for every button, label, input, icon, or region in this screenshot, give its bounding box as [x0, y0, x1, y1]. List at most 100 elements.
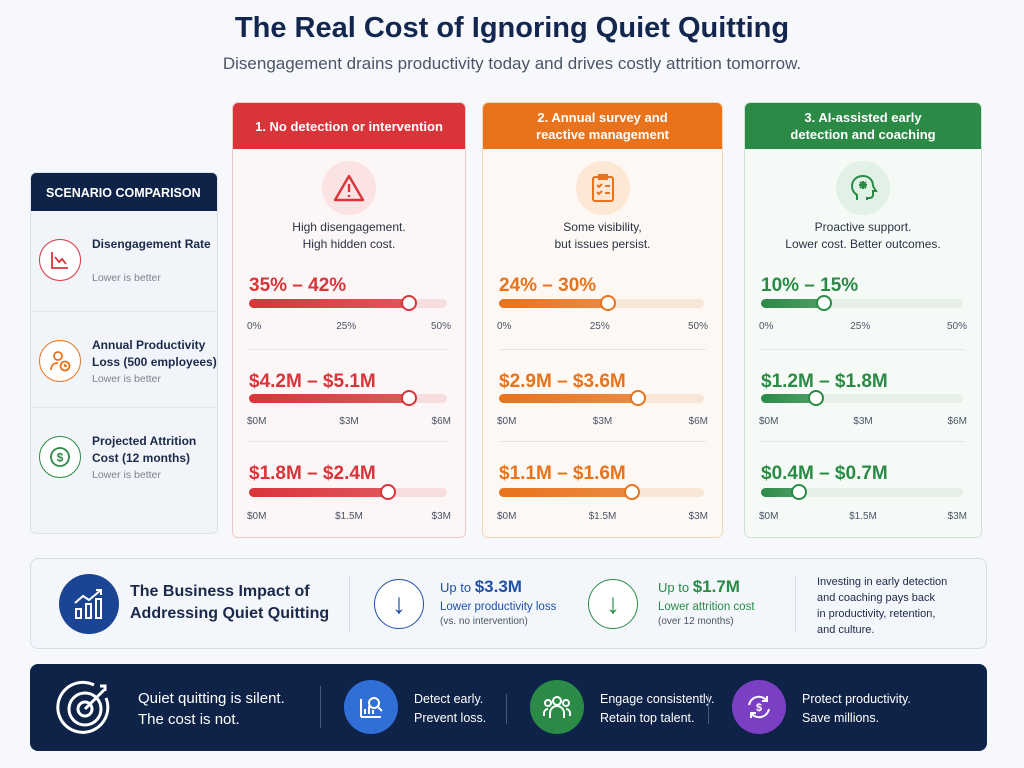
key-message-banner: Quiet quitting is silent. The cost is no…	[30, 664, 987, 751]
metric-range: 35% – 42%	[249, 275, 347, 296]
metric-note: Lower is better	[92, 469, 161, 481]
divider	[761, 349, 965, 350]
business-impact-panel: The Business Impact of Addressing Quiet …	[30, 558, 987, 649]
tick-label: $3M	[592, 416, 613, 427]
tick-label: 0%	[759, 321, 774, 332]
tick-label: $6M	[947, 416, 967, 427]
person-clock-icon	[39, 340, 81, 382]
range-bar-fill	[761, 488, 800, 497]
tick-label: $0M	[497, 416, 517, 427]
scenario-column: 3. AI-assisted early detection and coach…	[744, 102, 982, 538]
tick-label: $3M	[431, 511, 451, 522]
summary-line: in productivity, retention,	[817, 608, 936, 620]
axis-ticks: $0M $1.5M $3M	[759, 511, 967, 522]
metric-range: 10% – 15%	[761, 275, 859, 296]
dollar-cycle-icon: $	[732, 680, 786, 734]
impact-title-line2: Addressing Quiet Quitting	[130, 605, 330, 622]
metric-range: $1.8M – $2.4M	[249, 463, 376, 484]
scenario-description: Proactive support. Lower cost. Better out…	[745, 219, 981, 253]
range-bar	[249, 390, 447, 406]
tick-label: $0M	[247, 416, 267, 427]
panel-heading: SCENARIO COMPARISON	[31, 173, 217, 211]
axis-ticks: $0M $3M $6M	[759, 416, 967, 427]
range-bar-handle	[379, 484, 396, 500]
axis-ticks: 0% 25% 50%	[497, 321, 708, 332]
dollar-circle-icon: $	[39, 436, 81, 478]
stat2-prefix: Up to	[658, 580, 693, 595]
range-bar	[249, 484, 447, 500]
range-bar	[499, 295, 704, 311]
lead-line1: Quiet quitting is silent.	[138, 690, 285, 707]
range-bar-fill	[761, 299, 824, 308]
range-bar-handle	[815, 295, 832, 311]
divider	[499, 441, 706, 442]
description-line: Proactive support.	[814, 220, 912, 234]
tick-label: 0%	[247, 321, 262, 332]
tick-label: $3M	[688, 511, 708, 522]
summary-line: Investing in early detection	[817, 576, 948, 588]
tick-label: 25%	[850, 321, 871, 332]
axis-ticks: $0M $1.5M $3M	[497, 511, 708, 522]
range-bar-fill	[249, 488, 388, 497]
tick-label: 50%	[946, 321, 967, 332]
summary-line: and culture.	[817, 624, 875, 636]
stat1-prefix: Up to	[440, 580, 475, 595]
trend-down-chart-icon	[39, 239, 81, 281]
range-bar-handle	[599, 295, 616, 311]
metric-note: Lower is better	[92, 272, 161, 284]
description-line: Lower cost. Better outcomes.	[785, 237, 941, 251]
message-item: Engage consistently. Retain top talent.	[600, 690, 714, 728]
message-line: Retain top talent.	[600, 711, 695, 725]
description-line: but issues persist.	[554, 237, 651, 251]
range-bar-handle	[401, 295, 418, 311]
detect-search-chart-icon	[344, 680, 398, 734]
tick-label: $0M	[247, 511, 267, 522]
tick-label: $1.5M	[335, 511, 363, 522]
divider	[761, 441, 965, 442]
scenario-column: 1. No detection or intervention High dise…	[232, 102, 466, 538]
tick-label: $3M	[853, 416, 873, 427]
message-item: Detect early. Prevent loss.	[414, 690, 486, 728]
down-arrow-icon: ↓	[374, 579, 424, 629]
range-bar-handle	[791, 484, 808, 500]
message-item: Protect productivity. Save millions.	[802, 690, 911, 728]
tick-label: $6M	[431, 416, 451, 427]
tick-label: $1.5M	[588, 511, 617, 522]
tick-label: 50%	[430, 321, 451, 332]
scenario-title: 1. No detection or intervention	[233, 103, 465, 149]
warning-triangle-icon	[322, 161, 376, 215]
range-bar	[761, 484, 963, 500]
range-bar-fill	[499, 394, 639, 403]
message-line: Engage consistently.	[600, 692, 715, 706]
tick-label: $3M	[947, 511, 967, 522]
description-line: High hidden cost.	[302, 237, 396, 251]
tick-label: $3M	[339, 416, 359, 427]
down-arrow-icon: ↓	[588, 579, 638, 629]
stat2-amount: $1.7M	[692, 577, 740, 596]
axis-ticks: $0M $3M $6M	[247, 416, 451, 427]
metric-range: $2.9M – $3.6M	[499, 371, 626, 392]
scenario-column: 2. Annual survey and reactive management…	[482, 102, 723, 538]
metric-range: $0.4M – $0.7M	[761, 463, 888, 484]
tick-label: $0M	[759, 511, 779, 522]
metric-range: 24% – 30%	[499, 275, 597, 296]
lead-line2: The cost is not.	[138, 711, 240, 728]
range-bar-handle	[807, 390, 824, 406]
range-bar	[249, 295, 447, 311]
page-title: The Real Cost of Ignoring Quiet Quitting	[234, 12, 790, 44]
axis-ticks: 0% 25% 50%	[759, 321, 967, 332]
stat1-label: Lower productivity loss	[440, 601, 557, 613]
metric-range: $1.1M – $1.6M	[499, 463, 626, 484]
axis-ticks: $0M $1.5M $3M	[247, 511, 451, 522]
metric-row: $ Projected Attrition Cost (12 months) Low…	[31, 407, 217, 501]
stat1-note: (vs. no intervention)	[440, 616, 528, 627]
scenario-description: High disengagement. High hidden cost.	[233, 219, 465, 253]
stat2-label: Lower attrition cost	[658, 601, 755, 613]
metric-label: Projected Attrition Cost (12 months)	[92, 434, 197, 465]
target-icon	[54, 676, 116, 743]
summary-line: and coaching pays back	[817, 592, 936, 604]
metric-label: Disengagement Rate	[92, 237, 211, 251]
stat1-amount: $3.3M	[474, 577, 522, 596]
range-bar	[499, 484, 704, 500]
range-bar-fill	[249, 299, 410, 308]
